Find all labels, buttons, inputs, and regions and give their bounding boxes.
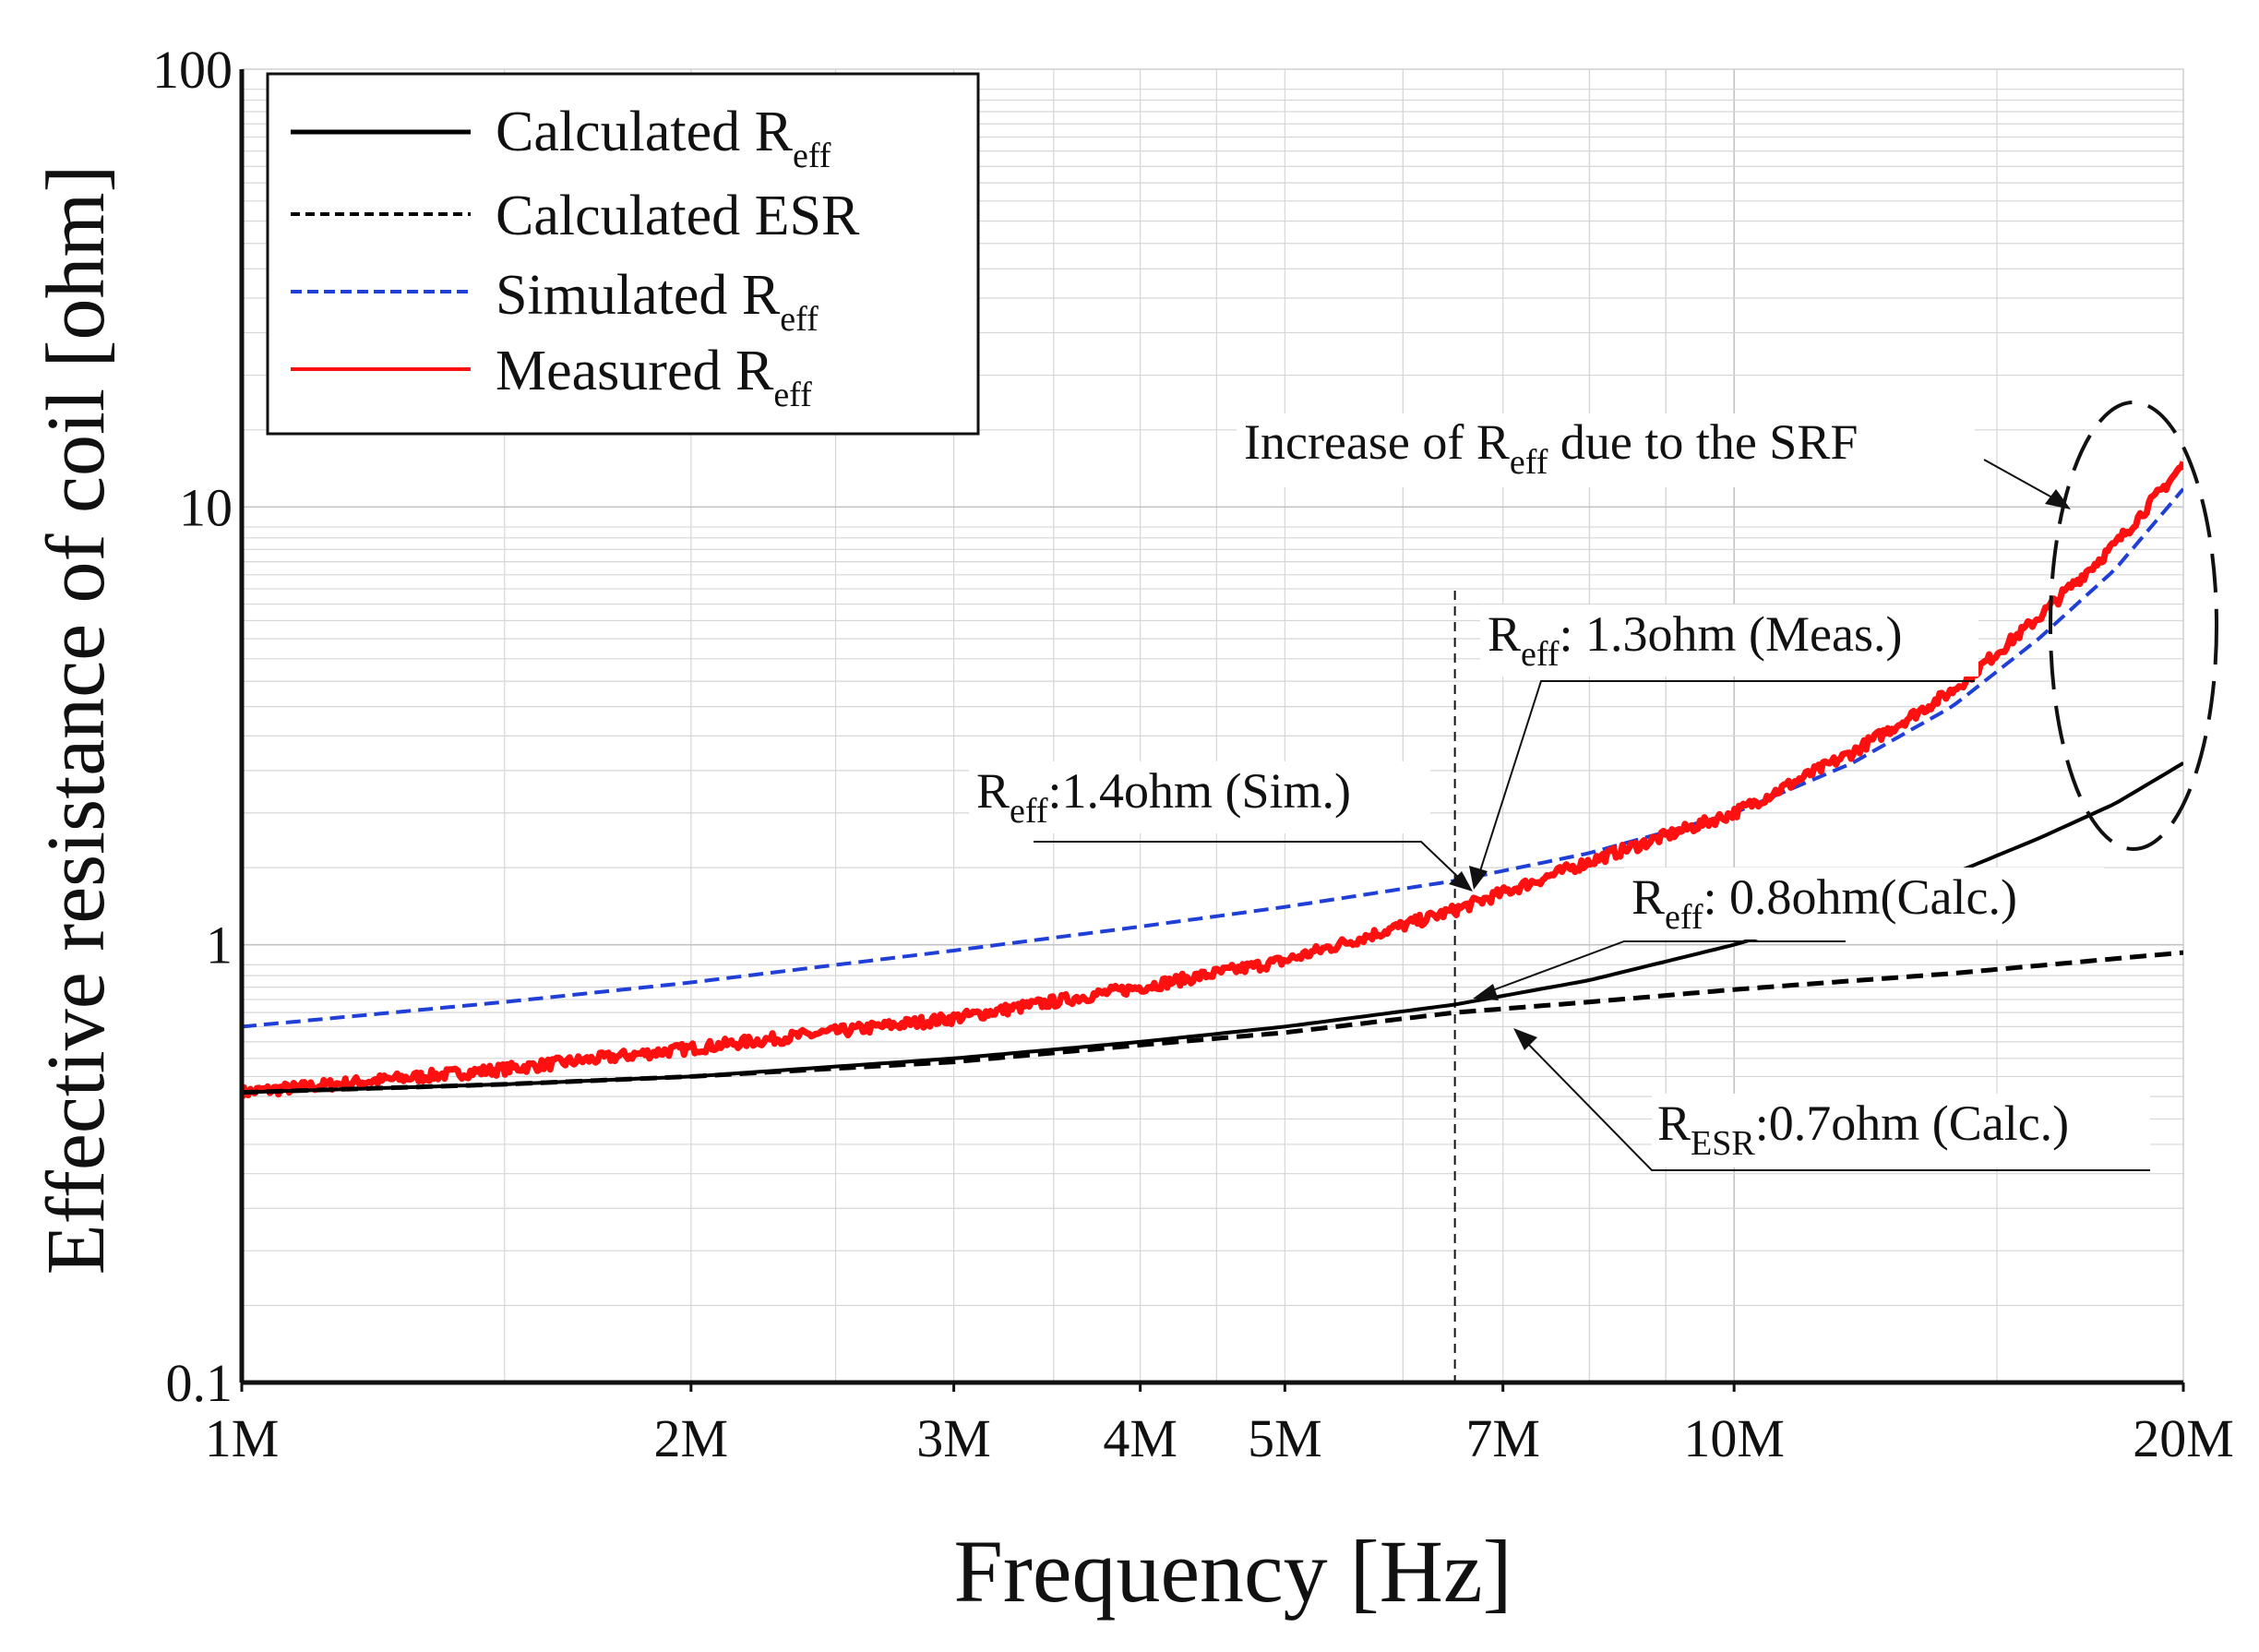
annotation-srf-text: Increase of Reff due to the SRF xyxy=(1244,414,1858,482)
annotation-meas-text: Reff: 1.3ohm (Meas.) xyxy=(1488,606,1902,674)
annotation-calc-arrowhead xyxy=(1473,984,1499,1000)
annotations: Increase of Reff due to the SRF Reff: 1.… xyxy=(969,401,2218,1171)
annotation-meas-leader xyxy=(1477,680,1975,878)
y-tick-label: 100 xyxy=(152,40,233,100)
legend: Calculated Reff Calculated ESR Simulated… xyxy=(266,72,980,436)
series-line-calculated-esr xyxy=(242,950,2183,1095)
annotation-sim-arrowhead xyxy=(1449,871,1473,892)
annotation-sim-text: Reff:1.4ohm (Sim.) xyxy=(976,763,1351,831)
y-axis-title: Effective resistance of coil [ohm] xyxy=(30,165,122,1275)
x-axis-title: Frequency [Hz] xyxy=(953,1522,1512,1621)
x-tick-label: 1M xyxy=(205,1408,280,1468)
annotation-esr-arrowhead xyxy=(1513,1028,1537,1050)
y-tick-label: 0.1 xyxy=(166,1353,233,1413)
annotation-sim-bg xyxy=(969,761,1430,833)
y-tick-label: 10 xyxy=(179,477,233,537)
annotation-meas-bg xyxy=(1480,605,1978,676)
y-tick-label: 1 xyxy=(206,916,233,976)
annotation-sim-leader xyxy=(1034,841,1464,882)
legend-label-calculated-esr: Calculated ESR xyxy=(496,185,860,247)
annotation-calc-text: Reff: 0.8ohm(Calc.) xyxy=(1632,869,2017,937)
legend-label-simulated-reff: Simulated Reff xyxy=(496,264,819,339)
x-tick-label: 4M xyxy=(1103,1408,1177,1468)
annotation-meas-arrowhead xyxy=(1469,866,1488,890)
series-line-measured-r-eff xyxy=(242,461,2183,1099)
annotation-esr-leader xyxy=(1522,1037,2150,1171)
annotation-esr-text: RESR:0.7ohm (Calc.) xyxy=(1657,1095,2069,1163)
x-tick-label: 5M xyxy=(1248,1408,1322,1468)
legend-label-calculated-reff: Calculated Reff xyxy=(496,101,831,175)
x-tick-label: 20M xyxy=(2133,1408,2234,1468)
series-line-simulated-r-eff xyxy=(242,487,2183,1029)
srf-region-ellipse xyxy=(2049,401,2218,851)
x-tick-label: 2M xyxy=(654,1408,729,1468)
y-tick-labels: 0.1 1 10 100 xyxy=(152,40,233,1413)
x-tick-label: 7M xyxy=(1465,1408,1540,1468)
legend-label-measured-reff: Measured Reff xyxy=(496,340,812,414)
x-tick-label: 10M xyxy=(1683,1408,1785,1468)
annotation-esr-bg xyxy=(1652,1094,2150,1167)
x-tick-label: 3M xyxy=(916,1408,991,1468)
x-tick-labels: 1M 2M 3M 4M 5M 7M 10M 20M xyxy=(205,1383,2234,1468)
annotation-calc-leader xyxy=(1479,940,1846,996)
annotation-calc-bg xyxy=(1624,868,2104,940)
annotation-srf-bg xyxy=(1237,413,1975,487)
